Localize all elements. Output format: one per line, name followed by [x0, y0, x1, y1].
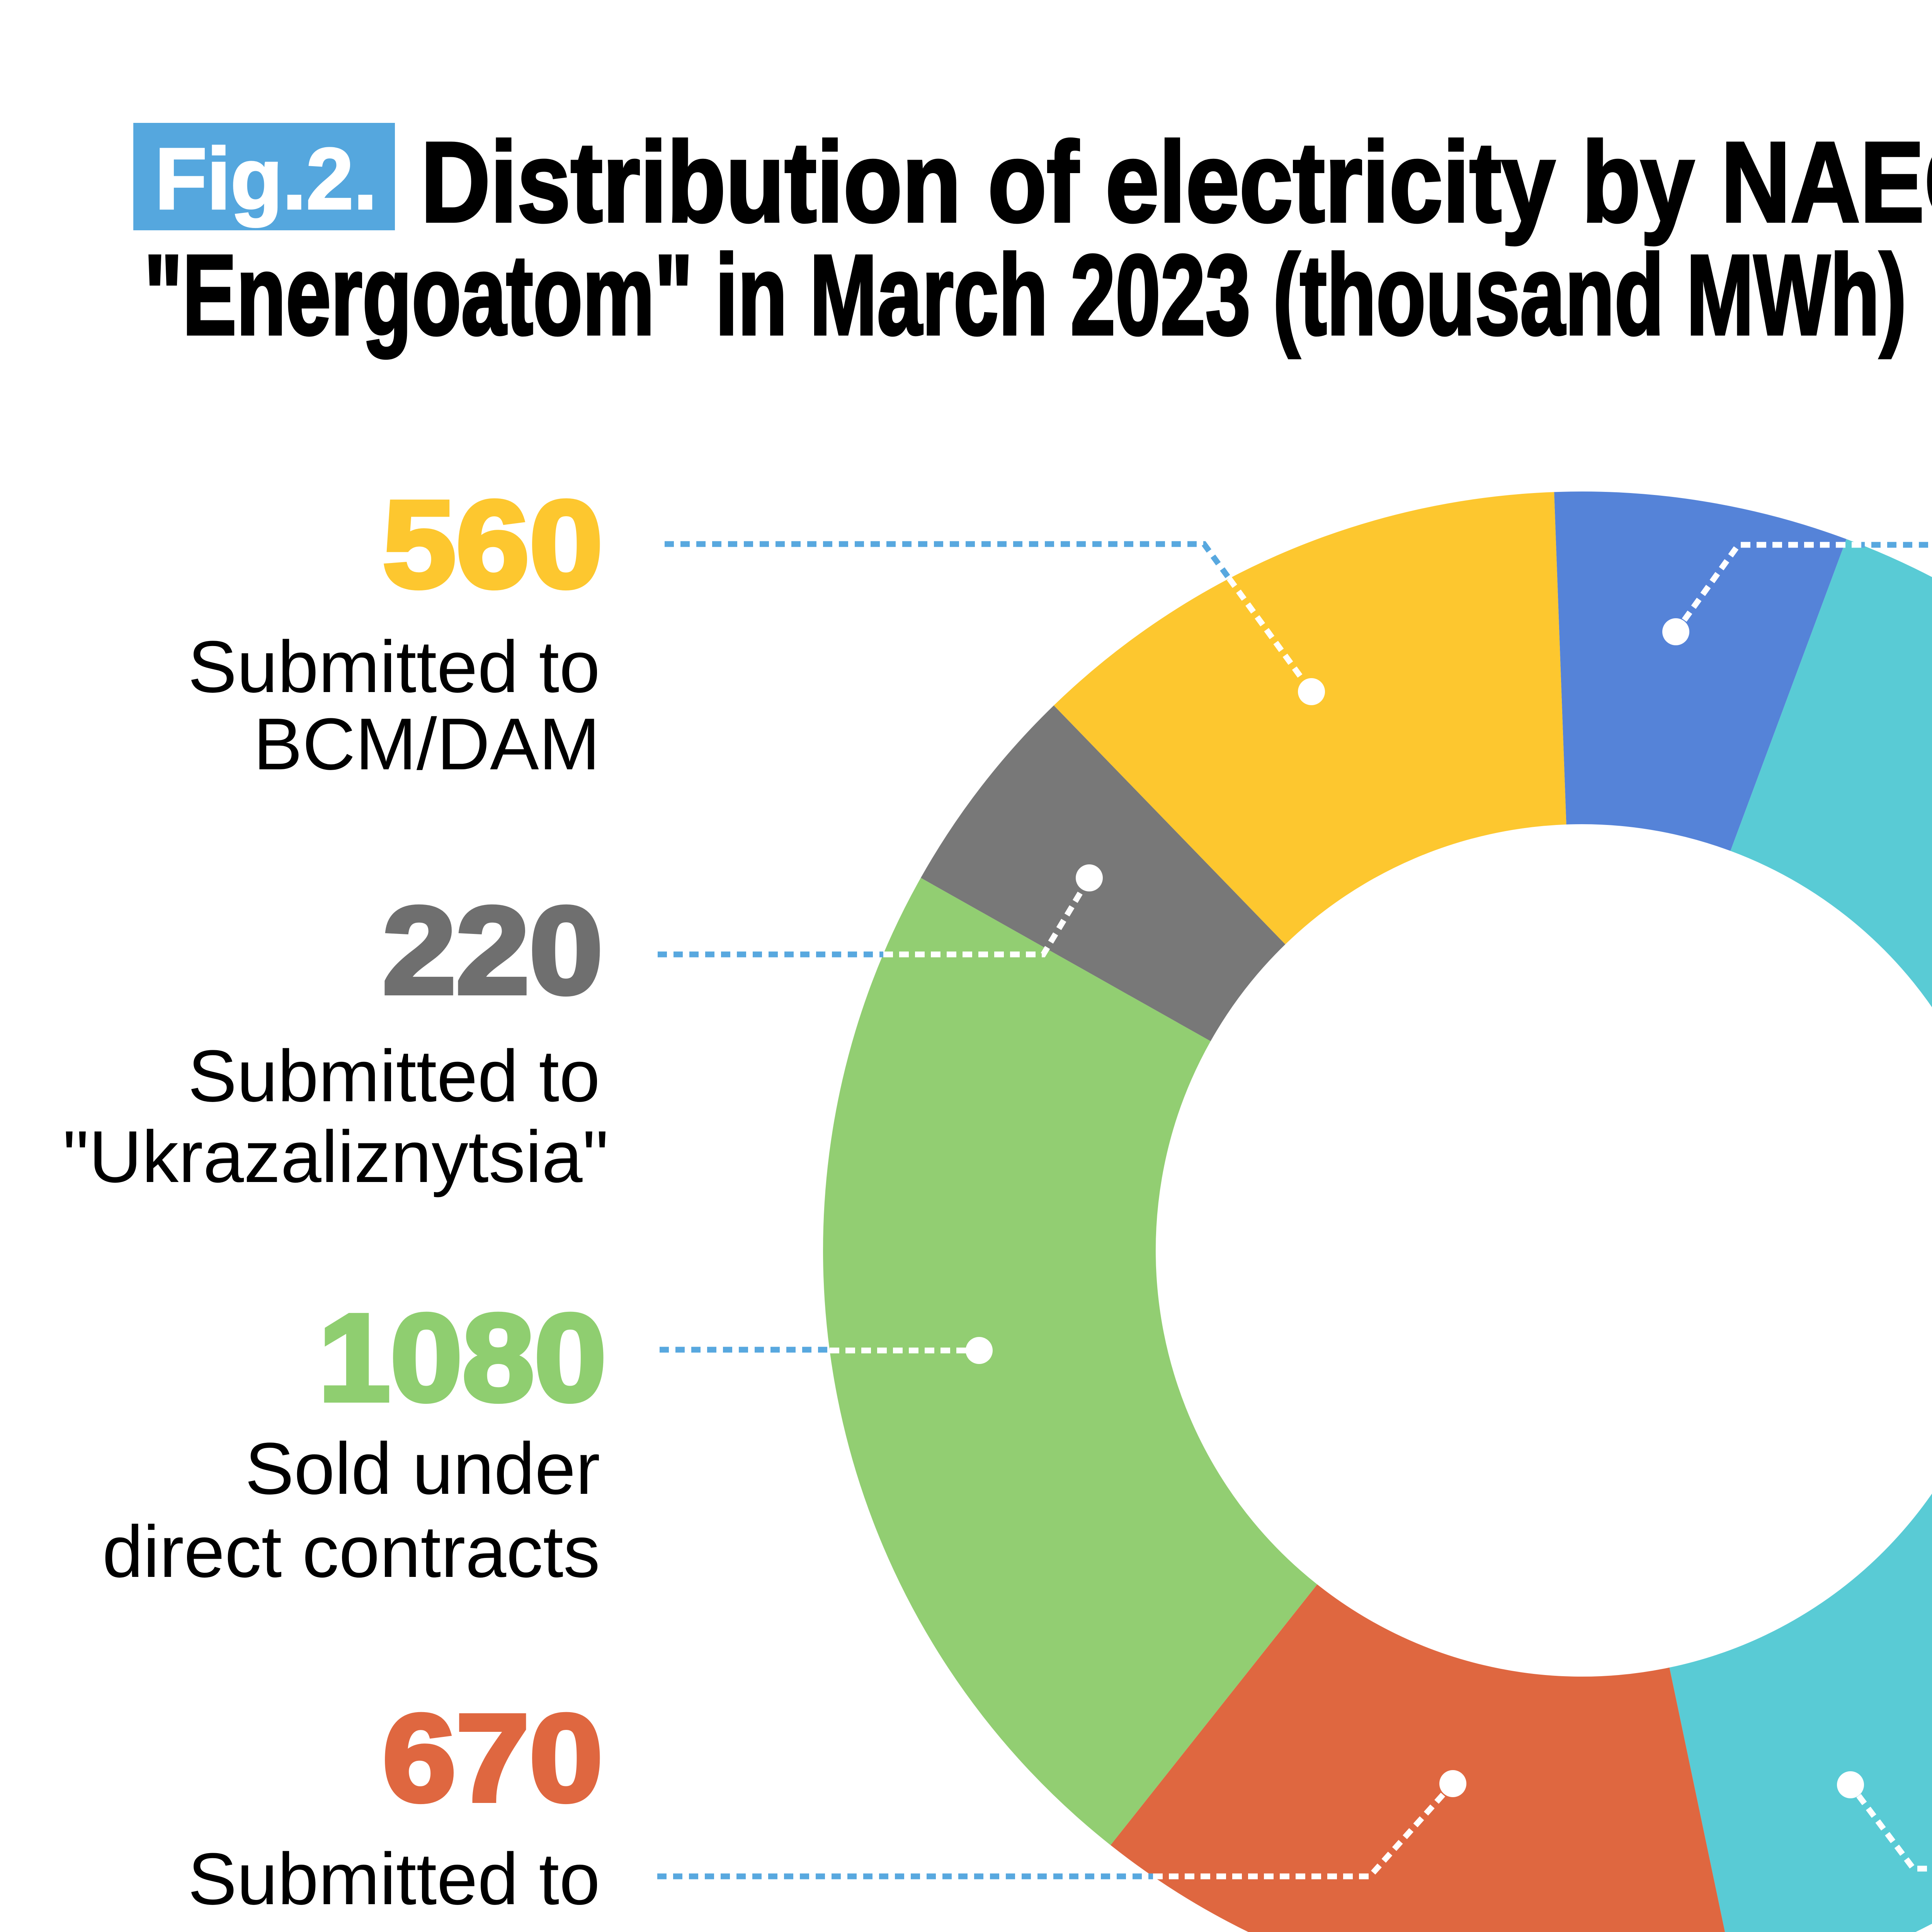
svg-text:220: 220 [383, 881, 603, 1019]
svg-text:GarPock: GarPock [315, 1922, 600, 1932]
svg-text:Sold under: Sold under [245, 1428, 600, 1510]
svg-text:direct contracts: direct contracts [102, 1511, 600, 1593]
svg-text:1080: 1080 [318, 1288, 606, 1427]
svg-text:"Energoatom" in March 2023 (th: "Energoatom" in March 2023 (thousand MWh… [144, 231, 1906, 359]
svg-text:"Ukrazaliznytsia": "Ukrazaliznytsia" [63, 1116, 609, 1198]
svg-text:560: 560 [383, 475, 603, 613]
svg-text:670: 670 [383, 1689, 603, 1827]
svg-text:Submitted to: Submitted to [188, 1035, 600, 1117]
svg-text:Fig.2.: Fig.2. [155, 130, 377, 227]
svg-text:BCM/DAM: BCM/DAM [253, 703, 600, 785]
svg-text:Distribution of electricity by: Distribution of electricity by NAEC [421, 118, 1932, 247]
svg-text:Submitted to: Submitted to [188, 1838, 600, 1920]
svg-text:Submitted to: Submitted to [188, 626, 600, 708]
